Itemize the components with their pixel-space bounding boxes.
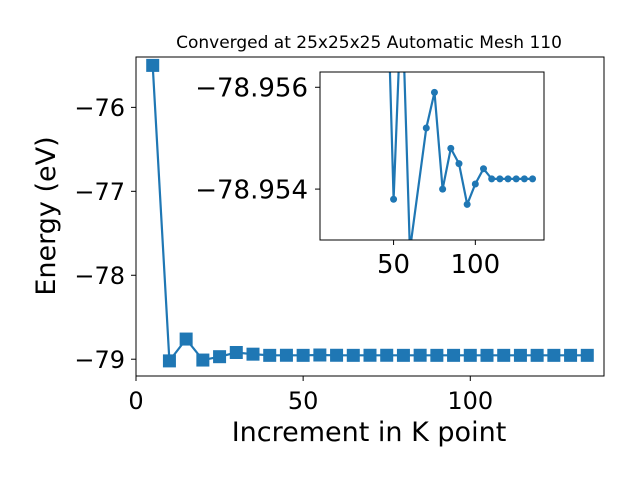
inset-background [320,72,544,240]
inset-data-point [520,175,528,183]
inset-series-markers [390,88,537,208]
main-data-point [313,348,327,362]
inset-data-point [471,180,479,188]
inset-chart: 50 100 −78.956 −78.954 [195,71,545,280]
main-data-point [229,345,243,359]
main-data-point [513,348,527,362]
main-data-point [162,354,176,368]
inset-data-point [422,124,430,132]
y-axis-label: Energy (eV) [31,136,62,295]
inset-data-point [463,200,471,208]
inset-data-point [480,165,488,173]
inset-data-point [455,160,463,168]
main-data-point [246,347,260,361]
main-data-point [413,348,427,362]
inset-data-point [430,88,438,96]
inset-plot-frame [319,71,545,241]
inset-data-point [529,175,537,183]
main-data-point [497,348,511,362]
inset-data-point [504,175,512,183]
inset-data-point [496,175,504,183]
inset-axis-ticks: 50 100 −78.956 −78.954 [195,74,500,280]
main-data-point [213,350,227,364]
inset-x-tick-label: 100 [451,250,501,280]
main-y-tick-label: −79 [74,346,125,374]
main-data-point [530,348,544,362]
inset-y-tick-label: −78.954 [195,175,308,205]
chart-title: Converged at 25x25x25 Automatic Mesh 110 [176,33,562,53]
main-data-point [547,348,561,362]
main-series-markers [146,58,594,368]
main-data-point [330,348,344,362]
inset-data-point [390,195,398,203]
main-x-tick-label: 50 [288,387,319,415]
main-data-point [296,348,310,362]
main-data-point [380,348,394,362]
main-axis-ticks: 0 50 100 −76 −77 −78 −79 [74,94,493,415]
main-data-point [447,348,461,362]
inset-data-point [488,175,496,183]
inset-y-tick-label: −78.956 [195,74,308,104]
main-data-point [564,348,578,362]
main-plot-frame [135,56,605,377]
main-data-point [346,348,360,362]
main-data-point [263,348,277,362]
main-data-point [363,348,377,362]
inset-data-point [439,185,447,193]
main-data-point [580,348,594,362]
main-data-point [146,58,160,72]
main-data-point [279,348,293,362]
main-data-point [463,348,477,362]
main-y-tick-label: −76 [74,94,125,122]
main-chart: Converged at 25x25x25 Automatic Mesh 110… [31,33,605,448]
main-data-point [480,348,494,362]
inset-x-tick-label: 50 [377,250,410,280]
inset-data-point [447,144,455,152]
x-axis-label: Increment in K point [232,417,507,448]
main-x-tick-label: 0 [128,387,143,415]
main-data-point [396,348,410,362]
main-data-point [196,353,210,367]
main-y-tick-label: −78 [74,262,125,290]
main-y-tick-label: −77 [74,178,125,206]
main-data-point [179,332,193,346]
inset-data-point [512,175,520,183]
main-data-point [430,348,444,362]
main-x-tick-label: 100 [447,387,493,415]
